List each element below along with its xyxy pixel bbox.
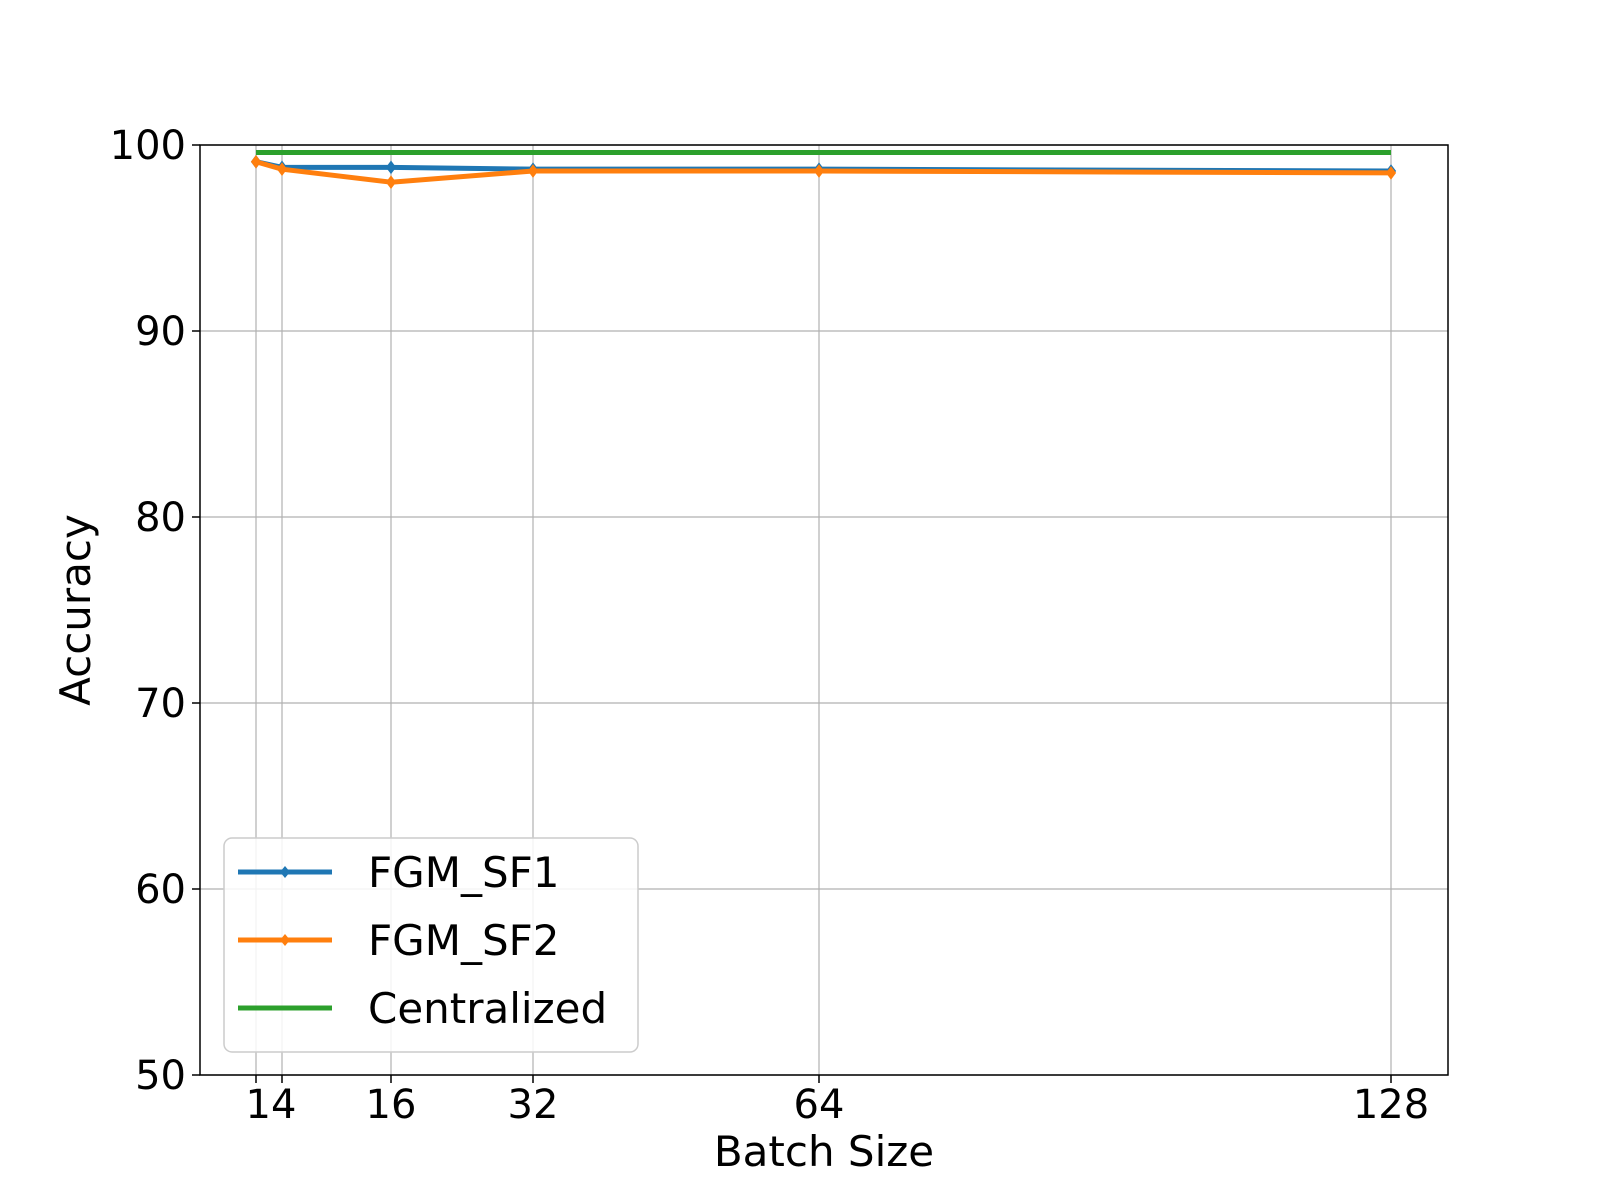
data-point [250,154,262,169]
x-axis-label: Batch Size [714,1127,934,1176]
legend-label: FGM_SF1 [368,848,559,897]
legend-label: FGM_SF2 [368,916,559,965]
legend-box [223,837,639,1053]
x-tick-label: 16 [366,1082,417,1128]
data-point [276,162,288,177]
data-point [1385,166,1397,180]
x-tick-label: 32 [508,1082,559,1128]
y-tick-label: 50 [135,1053,186,1099]
y-tick-label: 90 [135,309,186,355]
y-axis-label: Accuracy [51,514,100,706]
legend-marker [280,934,290,946]
series-lines [250,149,1397,190]
series-line-fgm_sf2 [255,159,1392,185]
x-tick-label: 14 [246,1082,297,1128]
legend-marker [280,866,290,878]
data-point [813,164,825,178]
y-tick-label: 60 [135,867,186,913]
plot-frame [199,144,1449,1076]
y-tick-label: 100 [110,123,186,169]
axis-ticks: 50 60 70 80 90 100 14 16 32 64 128 [110,123,1430,1128]
legend: FGM_SF1 FGM_SF2 Centralized [223,837,639,1053]
x-tick-label: 128 [1353,1082,1429,1128]
legend-label: Centralized [368,984,607,1033]
data-point [385,160,397,175]
y-tick-label: 70 [135,681,186,727]
data-point [527,164,539,178]
data-point [385,175,397,190]
y-tick-label: 80 [135,495,186,541]
x-tick-label: 64 [794,1082,845,1128]
